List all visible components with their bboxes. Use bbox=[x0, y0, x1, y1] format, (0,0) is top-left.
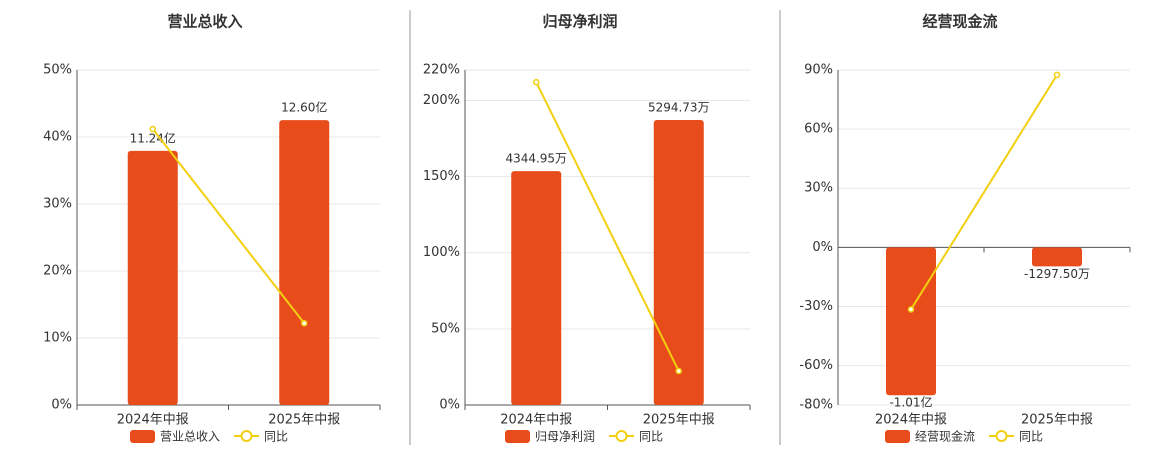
bar bbox=[511, 171, 562, 405]
x-tick-label: 2025年中报 bbox=[268, 413, 340, 428]
value-label: -1.01亿 bbox=[889, 395, 932, 410]
line-point bbox=[149, 125, 156, 133]
bar bbox=[1032, 247, 1082, 267]
line-point bbox=[301, 320, 308, 327]
line bbox=[151, 128, 306, 324]
value-label: 11.24亿 bbox=[130, 130, 176, 145]
y-tick-label: 40% bbox=[43, 130, 72, 145]
line-point bbox=[675, 367, 682, 375]
y-tick-label: -30% bbox=[799, 299, 833, 314]
line bbox=[910, 74, 1058, 310]
line-point bbox=[533, 78, 540, 86]
y-tick-label: 150% bbox=[423, 169, 460, 184]
y-tick-label: 0% bbox=[439, 398, 460, 413]
line-point bbox=[907, 306, 915, 313]
legend-swatch bbox=[240, 430, 253, 442]
bar bbox=[127, 150, 178, 405]
line-point bbox=[1053, 71, 1061, 79]
y-tick-label: -80% bbox=[799, 398, 833, 413]
y-tick-label: 50% bbox=[431, 321, 460, 336]
legend-swatch bbox=[505, 430, 530, 443]
legend-label: 经营现金流 bbox=[915, 429, 975, 444]
y-tick-label: 0% bbox=[51, 398, 72, 413]
legend-swatch bbox=[995, 430, 1008, 442]
x-tick-label: 2025年中报 bbox=[643, 413, 715, 428]
legend-swatch bbox=[615, 430, 628, 442]
y-tick-label: 100% bbox=[423, 245, 460, 260]
y-tick-label: 220% bbox=[423, 63, 460, 78]
legend-label: 同比 bbox=[264, 430, 288, 444]
value-label: 12.60亿 bbox=[281, 100, 327, 115]
value-label: 4344.95万 bbox=[505, 152, 567, 166]
value-label: 5294.73万 bbox=[648, 100, 710, 114]
x-tick-label: 2025年中报 bbox=[1021, 413, 1093, 428]
chart-title: 归母净利润 bbox=[542, 13, 617, 31]
legend-label: 同比 bbox=[639, 430, 663, 444]
y-tick-label: -60% bbox=[799, 358, 833, 373]
y-tick-label: 20% bbox=[43, 264, 72, 279]
legend-swatch bbox=[885, 430, 910, 443]
y-tick-label: 10% bbox=[43, 331, 72, 346]
y-tick-label: 0% bbox=[812, 240, 833, 255]
bar bbox=[653, 119, 704, 406]
y-tick-label: 90% bbox=[804, 63, 833, 78]
chart-title: 经营现金流 bbox=[922, 13, 997, 31]
x-tick-label: 2024年中报 bbox=[500, 413, 572, 428]
value-label: -1297.50万 bbox=[1024, 267, 1090, 281]
x-tick-label: 2024年中报 bbox=[117, 413, 189, 428]
chart-title: 营业总收入 bbox=[167, 13, 242, 31]
legend-label: 同比 bbox=[1019, 430, 1043, 444]
legend-label: 营业总收入 bbox=[160, 430, 220, 444]
y-tick-label: 50% bbox=[43, 63, 72, 78]
x-tick-label: 2024年中报 bbox=[875, 413, 947, 428]
legend-label: 归母净利润 bbox=[535, 430, 595, 444]
y-tick-label: 30% bbox=[43, 197, 72, 212]
bar bbox=[886, 247, 936, 396]
bar bbox=[279, 120, 330, 405]
y-tick-label: 30% bbox=[804, 181, 833, 196]
y-tick-label: 200% bbox=[423, 93, 460, 108]
y-tick-label: 60% bbox=[804, 122, 833, 137]
line bbox=[535, 81, 680, 372]
legend-swatch bbox=[130, 430, 155, 443]
